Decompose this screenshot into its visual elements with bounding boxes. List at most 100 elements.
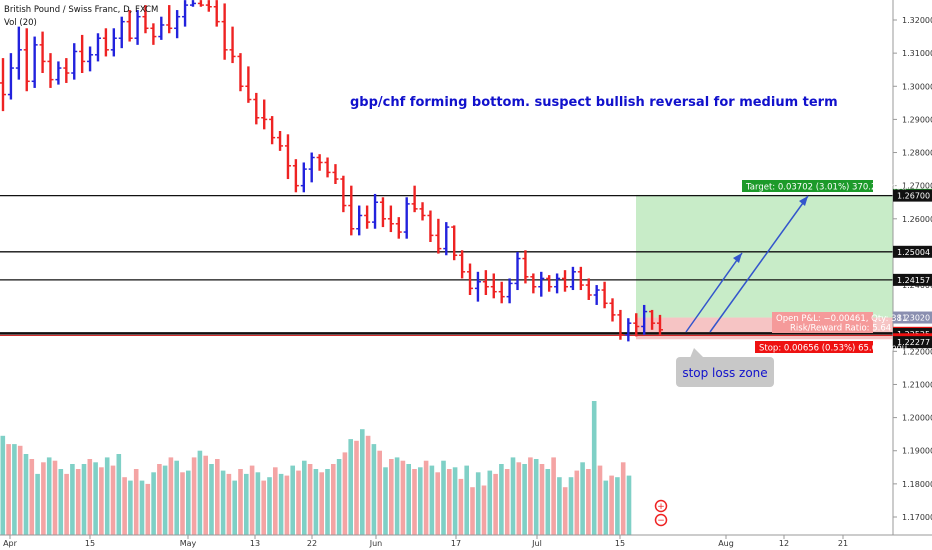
volume-indicator-label: Vol (20): [4, 18, 37, 28]
ohlc-bar: [39, 31, 46, 74]
ohlc-bar: [102, 28, 109, 57]
ohlc-bar: [641, 304, 648, 335]
ohlc-bar: [47, 53, 54, 88]
ohlc-bar: [585, 278, 592, 300]
stop-loss-callout[interactable]: stop loss zone: [676, 348, 774, 387]
stop-loss-callout-text: stop loss zone: [682, 366, 767, 380]
price-tick-label: 1.19000: [902, 447, 932, 456]
volume-bar: [75, 469, 81, 535]
ohlc-bar: [562, 270, 569, 292]
symbol-title: British Pound / Swiss Franc, D, FXCM: [4, 5, 158, 15]
ohlc-bar: [554, 273, 561, 294]
volume-bar: [609, 475, 614, 535]
ohlc-bar: [142, 5, 149, 34]
ohlc-bar: [617, 309, 624, 340]
price-badge-label: 1.23020: [897, 314, 930, 323]
volume-bar: [278, 473, 284, 535]
volume-bar: [620, 462, 626, 535]
ohlc-bar: [546, 275, 553, 292]
ohlc-bar: [435, 218, 442, 254]
price-tick-label: 1.28000: [902, 149, 932, 158]
ohlc-bar: [364, 205, 371, 229]
volume-bar: [470, 487, 475, 535]
volume-bar: [64, 473, 69, 535]
volume-bar: [87, 459, 93, 535]
volume-bar: [562, 487, 568, 535]
projection-arrows[interactable]: [685, 195, 809, 333]
volume-bar: [104, 457, 110, 535]
volume-bar: [394, 457, 400, 535]
ohlc-bar: [451, 225, 458, 261]
stop-label-text: Stop: 0.00656 (0.53%) 65.6, Amou: [759, 344, 907, 354]
time-tick-label: 22: [307, 539, 317, 548]
headline-annotation[interactable]: gbp/chf forming bottom. suspect bullish …: [350, 95, 838, 110]
volume-bar: [244, 473, 249, 535]
ohlc-bar: [150, 23, 157, 45]
ohlc-bar: [332, 164, 339, 185]
ohlc-bar: [340, 175, 347, 213]
volume-bar: [215, 459, 220, 535]
stop-label[interactable]: Stop: 0.00656 (0.53%) 65.6, Amou: [755, 341, 907, 354]
volume-bar: [319, 472, 324, 535]
price-badge-label: 1.26700: [897, 192, 930, 201]
target-label[interactable]: Target: 0.03702 (3.01%) 370.2, Amou: [742, 180, 906, 193]
volume-bar: [481, 485, 487, 535]
ohlc-bar: [348, 185, 355, 236]
volume-bar: [545, 469, 551, 535]
ohlc-bar: [657, 314, 663, 335]
ohlc-bar: [443, 222, 450, 256]
price-tick-label: 1.21000: [902, 380, 932, 389]
volume-bar: [528, 457, 533, 535]
volume-bar: [383, 467, 388, 535]
ohlc-bar: [277, 130, 284, 151]
volume-bar: [261, 480, 266, 535]
time-axis-ticks[interactable]: Apr 15 May 13 22 Jun 17 Jul 15 Aug 12 21: [3, 535, 848, 548]
volume-bar: [6, 444, 11, 535]
volume-bar: [493, 473, 498, 535]
volume-bar: [139, 480, 145, 535]
position-handles[interactable]: + −: [654, 499, 668, 527]
price-tick-label: 1.26000: [902, 215, 932, 224]
price-tick-label: 1.31000: [902, 49, 932, 58]
ohlc-bar: [482, 270, 489, 296]
volume-bar: [255, 472, 261, 535]
ohlc-bar: [403, 197, 410, 239]
volume-bar: [52, 460, 58, 535]
time-tick-label: 21: [838, 539, 848, 548]
volume-bar: [226, 473, 232, 535]
price-badge: [893, 245, 932, 258]
volume-bar: [284, 475, 290, 535]
volume-bar: [568, 477, 574, 535]
ohlc-bar: [87, 46, 94, 72]
pnl-label[interactable]: Open P&L: −0.00461, Qty: 381 Risk/Reward…: [772, 312, 907, 334]
projection-arrow-1[interactable]: [685, 252, 743, 333]
projection-arrow-2[interactable]: [709, 195, 809, 333]
volume-bar: [151, 472, 156, 535]
volume-bar: [46, 457, 52, 535]
volume-bar: [128, 480, 133, 535]
volume-bar: [203, 455, 208, 535]
ohlc-bar: [221, 3, 228, 60]
ohlc-bar: [213, 0, 220, 27]
price-axis-labels: 1.267221.267001.250041.241571.230201.225…: [893, 188, 932, 349]
time-tick-label: Aug: [718, 539, 734, 548]
volume-bar: [290, 465, 295, 535]
volume-bar: [273, 467, 278, 535]
price-badge: [893, 189, 932, 202]
price-tick-label: 1.29000: [902, 115, 932, 124]
volume-bar: [331, 464, 336, 535]
ohlc-bar: [324, 157, 331, 178]
volume-bar: [499, 464, 504, 535]
ohlc-bar: [395, 217, 402, 239]
volume-bar: [429, 465, 435, 535]
volume-bar: [400, 460, 406, 535]
ohlc-bar: [538, 271, 545, 297]
zoom-out-handle-icon[interactable]: [654, 513, 668, 527]
zoom-in-handle-icon[interactable]: [654, 499, 668, 513]
price-axis-ticks[interactable]: 1.32000 1.31000 1.30000 1.29000 1.28000 1.270…: [893, 16, 932, 522]
volume-bar: [591, 401, 597, 535]
price-tick-label: 1.27000: [902, 182, 932, 191]
ohlc-bar: [253, 92, 260, 125]
time-tick-label: Apr: [3, 539, 18, 548]
